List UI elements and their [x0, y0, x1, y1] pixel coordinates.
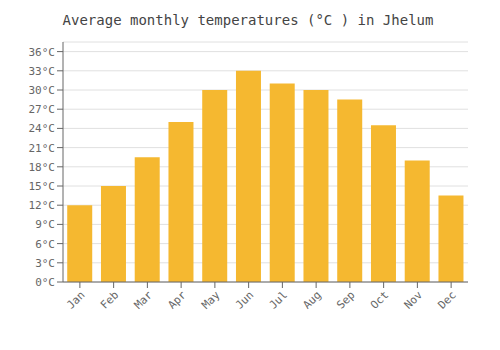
svg-text:24°C: 24°C: [29, 122, 56, 135]
svg-text:Oct: Oct: [368, 288, 391, 311]
svg-text:33°C: 33°C: [29, 65, 56, 78]
svg-text:15°C: 15°C: [29, 180, 56, 193]
svg-text:Nov: Nov: [402, 288, 426, 312]
svg-text:Jun: Jun: [233, 288, 256, 311]
svg-text:Jul: Jul: [267, 288, 290, 311]
svg-text:9°C: 9°C: [35, 218, 55, 231]
html-text:Average monthly temperatures (: Average monthly temperatures (°C ) in Jh…: [62, 12, 434, 28]
svg-text:27°C: 27°C: [29, 103, 56, 116]
svg-text:May: May: [199, 288, 223, 312]
svg-text:Dec: Dec: [436, 288, 459, 311]
svg-text:3°C: 3°C: [35, 257, 55, 270]
svg-text:Mar: Mar: [132, 288, 156, 312]
svg-text:Apr: Apr: [166, 288, 190, 312]
svg-text:Jan: Jan: [64, 288, 87, 311]
svg-text:36°C: 36°C: [29, 46, 56, 59]
svg-text:Sep: Sep: [334, 288, 357, 311]
svg-text:21°C: 21°C: [29, 142, 56, 155]
svg-text:Feb: Feb: [98, 288, 121, 311]
svg-text:0°C: 0°C: [35, 276, 55, 289]
svg-text:30°C: 30°C: [29, 84, 56, 97]
svg-text:12°C: 12°C: [29, 199, 56, 212]
svg-text:Aug: Aug: [301, 288, 324, 311]
svg-text:6°C: 6°C: [35, 238, 55, 251]
svg-text:18°C: 18°C: [29, 161, 56, 174]
